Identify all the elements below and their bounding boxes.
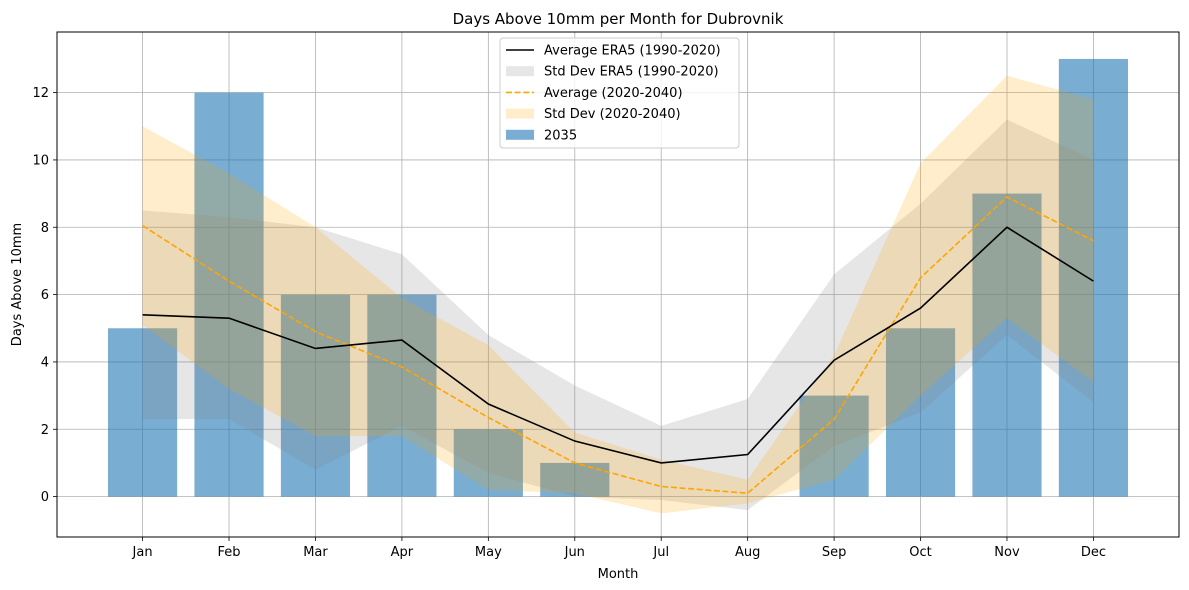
x-tick-label: Nov [994, 545, 1020, 560]
legend-label: Average (2020-2040) [544, 86, 683, 101]
x-tick-label: Aug [735, 545, 760, 560]
bars-2035 [108, 58, 1128, 497]
y-tick-label: 2 [41, 423, 49, 438]
x-tick-label: Jul [652, 545, 669, 560]
x-tick-label: Oct [909, 545, 931, 560]
legend-label: Std Dev ERA5 (1990-2020) [544, 65, 719, 80]
y-tick-label: 12 [32, 86, 49, 101]
x-axis-ticks: Jan Feb Mar Apr May Jun Jul Aug Sep Oct Nov Dec [132, 537, 1106, 560]
x-tick-label: Sep [822, 545, 847, 560]
y-tick-label: 6 [41, 288, 49, 303]
x-tick-label: Jun [564, 545, 585, 560]
y-tick-label: 10 [32, 153, 49, 168]
chart-title: Days Above 10mm per Month for Dubrovnik [453, 10, 784, 28]
bar-2035 [799, 395, 869, 497]
legend: Average ERA5 (1990-2020) Std Dev ERA5 (19… [499, 37, 740, 149]
y-tick-label: 0 [41, 490, 49, 505]
x-tick-label: Apr [391, 545, 414, 560]
legend-label: Average ERA5 (1990-2020) [544, 44, 721, 59]
bar-2035 [280, 294, 351, 497]
y-axis-ticks: 0 2 4 6 8 10 12 [32, 86, 57, 505]
legend-label: 2035 [544, 128, 577, 143]
average-lines [142, 196, 1094, 495]
legend-swatch [506, 129, 534, 140]
y-tick-label: 8 [41, 221, 49, 236]
bar-2035 [885, 328, 956, 497]
average-era5-line [142, 226, 1094, 464]
y-axis-label: Days Above 10mm [10, 223, 25, 346]
legend-label: Std Dev (2020-2040) [544, 107, 681, 122]
x-tick-label: Feb [218, 545, 241, 560]
x-tick-label: Mar [303, 545, 328, 560]
std-dev-2020-2040-band [142, 75, 1094, 514]
y-tick-label: 4 [41, 355, 49, 370]
bar-2035 [1058, 58, 1128, 497]
legend-frame [499, 37, 740, 149]
bar-2035 [972, 193, 1042, 497]
x-axis-label: Month [598, 567, 639, 582]
legend-swatch [506, 66, 534, 77]
x-tick-label: Dec [1081, 545, 1106, 560]
plot-frame [56, 31, 1180, 538]
bar-2035 [108, 328, 178, 497]
bar-2035 [453, 429, 523, 497]
std-dev-bands [142, 75, 1094, 514]
std-dev-era5-band [142, 119, 1094, 511]
x-tick-label: May [475, 545, 502, 560]
average-2020-2040-line [142, 196, 1094, 495]
bar-2035 [367, 294, 437, 497]
legend-swatch [506, 108, 534, 119]
x-tick-label: Jan [132, 545, 153, 560]
